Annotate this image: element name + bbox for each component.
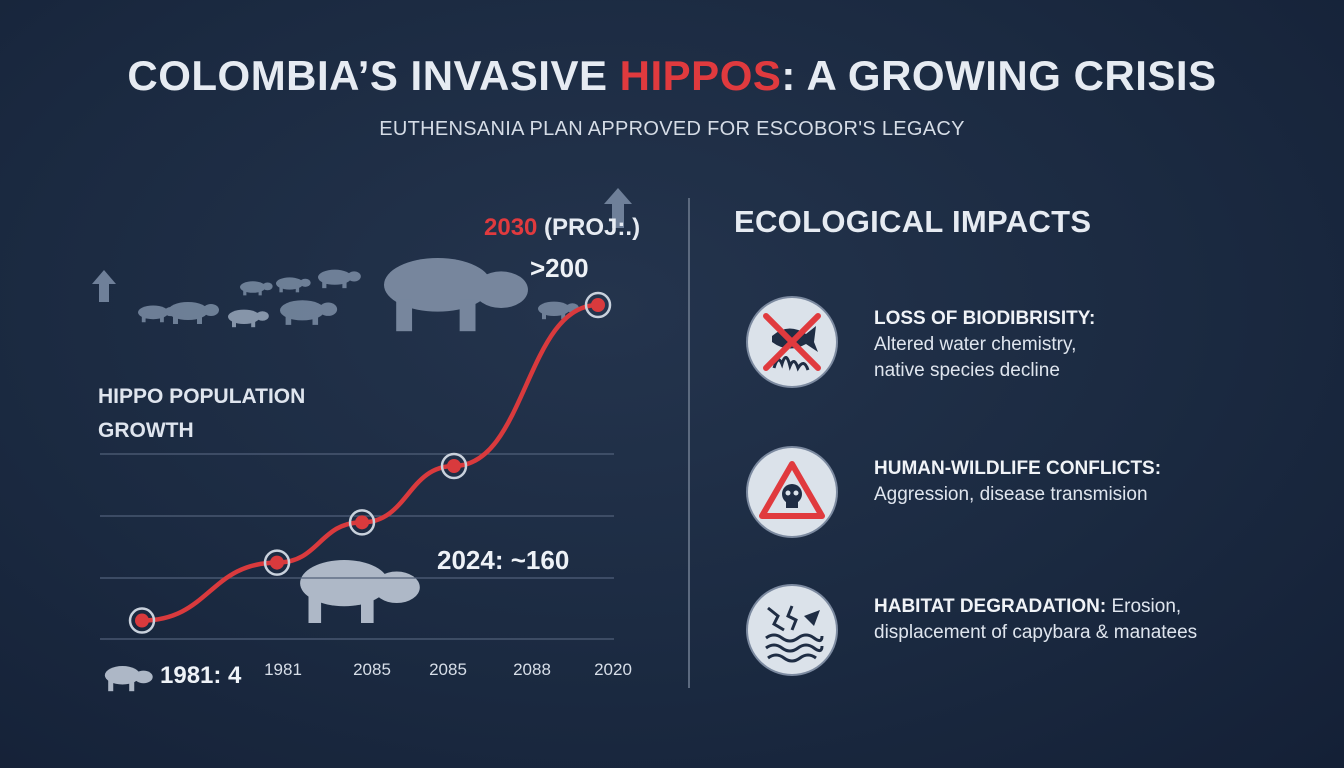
data-point-ring	[348, 509, 376, 536]
impact-heading: HABITAT DEGRADATION:	[874, 596, 1107, 617]
data-point	[128, 607, 156, 634]
projection-value: >200	[530, 253, 589, 283]
no-fish-icon	[748, 298, 836, 386]
section-divider	[688, 198, 690, 688]
hippo-herd-illustration	[104, 258, 579, 692]
title-accent: HIPPOS	[619, 52, 782, 99]
impact-text: HABITAT DEGRADATION: Erosion, displaceme…	[874, 594, 1197, 646]
data-point	[440, 452, 468, 480]
data-point-ring	[128, 607, 156, 634]
up-arrow-icon-right	[604, 188, 632, 228]
data-point	[263, 549, 291, 576]
current-population-label: 2024: ~160	[437, 545, 570, 575]
impact-text: LOSS OF BIODIBRISITY: Altered water chem…	[874, 306, 1095, 384]
impact-heading: HUMAN-WILDLIFE CONFLICTS:	[874, 458, 1162, 479]
data-point-dot	[591, 298, 605, 312]
data-point-ring	[440, 452, 468, 480]
data-point-dot	[355, 515, 369, 530]
data-point	[584, 291, 612, 319]
impact-text: HUMAN-WILDLIFE CONFLICTS: Aggression, di…	[874, 456, 1161, 508]
projection-year: 2030	[484, 214, 538, 241]
x-tick-label: 2085	[429, 660, 467, 679]
erosion-water-icon	[748, 586, 836, 674]
data-point-dot	[270, 555, 284, 570]
data-point-dot	[447, 459, 461, 473]
data-point-dot	[135, 613, 149, 628]
title-part-2: : A GROWING CRISIS	[781, 52, 1217, 99]
series-line	[139, 302, 601, 623]
impact-item-conflicts: HUMAN-WILDLIFE CONFLICTS: Aggression, di…	[748, 448, 1308, 540]
impact-heading: LOSS OF BIODIBRISITY:	[874, 308, 1096, 329]
projection-suffix: (PROJ:.)	[537, 214, 641, 241]
growth-arrow-icons	[92, 188, 632, 302]
data-point	[348, 509, 376, 536]
impact-body-line-2: native species decline	[874, 360, 1060, 381]
x-tick-label: 2088	[513, 660, 551, 679]
impact-body: Altered water chemistry,	[874, 334, 1077, 355]
impact-item-habitat: HABITAT DEGRADATION: Erosion, displaceme…	[748, 586, 1308, 678]
chart-grid	[100, 453, 614, 640]
hazard-skull-icon	[748, 448, 836, 536]
impact-body: Erosion,	[1106, 596, 1182, 617]
x-tick-label: 1981	[264, 660, 302, 679]
impact-body: Aggression, disease transmision	[874, 484, 1148, 505]
title-part-1: COLOMBIA’S INVASIVE	[127, 52, 620, 99]
impacts-title: ECOLOGICAL IMPACTS	[734, 204, 1092, 239]
x-tick-label: 2020	[594, 660, 632, 679]
up-arrow-icon-left	[92, 270, 116, 302]
start-population-label: 1981: 4	[160, 662, 242, 689]
population-chart: 1981 2085 2085 2088 2020	[92, 188, 632, 692]
chart-series	[128, 291, 612, 634]
data-point-ring	[263, 549, 291, 576]
x-tick-label: 2085	[353, 660, 391, 679]
page-subtitle: EUTHENSANIA PLAN APPROVED FOR ESCOBOR'S …	[379, 118, 965, 140]
page-title: COLOMBIA’S INVASIVE HIPPOS: A GROWING CR…	[0, 52, 1344, 100]
impact-item-biodiversity: LOSS OF BIODIBRISITY: Altered water chem…	[748, 298, 1308, 390]
impact-body-line-2: displacement of capybara & manatees	[874, 622, 1198, 643]
projection-label: 2030 (PROJ:.)	[484, 214, 640, 242]
x-axis-ticks: 1981 2085 2085 2088 2020	[264, 660, 632, 679]
data-point-ring	[584, 291, 612, 319]
chart-title: HIPPO POPULATION GROWTH	[98, 385, 306, 442]
